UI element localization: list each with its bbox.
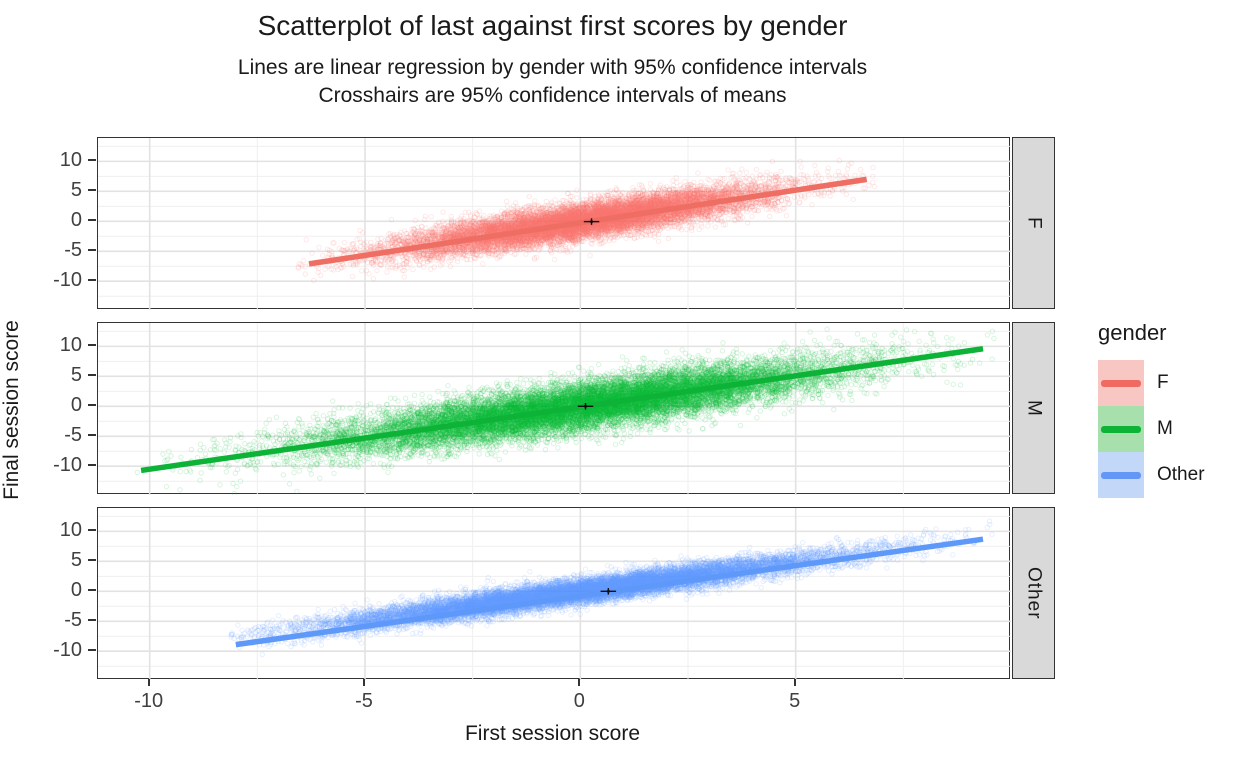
y-tick-mark [88, 649, 96, 652]
y-tick-mark [88, 619, 96, 622]
facet-strip-label: M [1023, 399, 1045, 417]
chart-subtitle-line1: Lines are linear regression by gender wi… [237, 56, 868, 79]
y-tick-label: -10 [53, 269, 82, 292]
y-tick-mark [88, 249, 96, 252]
legend-key-swatch [1098, 360, 1144, 406]
y-axis-title: Final session score [0, 320, 23, 500]
y-tick-mark [88, 374, 96, 377]
y-tick-label: -5 [64, 239, 82, 262]
y-tick-mark [88, 159, 96, 162]
y-tick-label: 5 [70, 549, 82, 572]
y-tick-label: -5 [64, 609, 82, 632]
y-tick-label: 5 [70, 364, 82, 387]
facet-panel-M [97, 322, 1011, 495]
x-tick-label: -5 [355, 690, 373, 712]
y-tick-label: 0 [70, 209, 82, 232]
legend-entry-label: M [1157, 418, 1173, 439]
x-tick-label: -10 [134, 690, 164, 712]
legend-key-swatch [1098, 406, 1144, 452]
legend-key-swatch [1098, 452, 1144, 498]
legend-title: gender [1098, 320, 1167, 345]
y-tick-mark [88, 344, 96, 347]
x-axis-title: First session score [464, 722, 641, 745]
x-tick-mark [363, 679, 365, 686]
legend: gender F M Other [1098, 320, 1248, 498]
legend-key-line [1101, 425, 1141, 433]
y-tick-mark [88, 434, 96, 437]
y-tick-label: 10 [59, 334, 82, 357]
y-tick-label: 10 [59, 149, 82, 172]
legend-key-line [1101, 379, 1141, 387]
y-tick-label: 5 [70, 179, 82, 202]
legend-entries: F M Other [1098, 360, 1248, 498]
y-tick-mark [88, 189, 96, 192]
y-tick-mark [88, 559, 96, 562]
x-tick-mark [793, 679, 796, 686]
facet-strip-Other: Other [1012, 507, 1055, 679]
facet-panel-Other [97, 507, 1011, 680]
x-tick-label: 5 [789, 690, 801, 712]
y-tick-mark [88, 589, 96, 592]
x-tick-label: 0 [573, 690, 585, 712]
facet-strip-F: F [1012, 137, 1055, 309]
legend-entry-M: M [1098, 406, 1248, 452]
y-tick-mark [88, 219, 96, 222]
scatter-canvas-M [98, 323, 1011, 495]
scatter-canvas-F [98, 138, 1011, 310]
facet-strip-M: M [1012, 322, 1055, 494]
x-tick-mark [147, 679, 150, 686]
y-tick-mark [88, 464, 96, 467]
facet-strip-label: F [1023, 216, 1045, 230]
y-tick-mark [88, 279, 96, 282]
y-tick-label: 10 [59, 519, 82, 542]
y-tick-label: -10 [53, 454, 82, 477]
x-tick-mark [578, 679, 581, 686]
facet-panel-F [97, 137, 1011, 310]
facet-strip-label: Other [1023, 566, 1045, 620]
y-tick-label: 0 [70, 394, 82, 417]
legend-entry-label: Other [1157, 464, 1205, 485]
y-tick-label: 0 [70, 579, 82, 602]
y-tick-label: -10 [53, 639, 82, 662]
y-tick-mark [88, 529, 96, 532]
y-tick-mark [88, 404, 96, 407]
y-tick-label: -5 [64, 424, 82, 447]
scatter-canvas-Other [98, 508, 1011, 680]
legend-entry-F: F [1098, 360, 1248, 406]
chart-subtitle-line2: Crosshairs are 95% confidence intervals … [318, 84, 787, 107]
legend-entry-label: F [1157, 372, 1169, 393]
chart-title: Scatterplot of last against first scores… [257, 10, 848, 41]
legend-entry-Other: Other [1098, 452, 1248, 498]
legend-key-line [1101, 471, 1141, 479]
